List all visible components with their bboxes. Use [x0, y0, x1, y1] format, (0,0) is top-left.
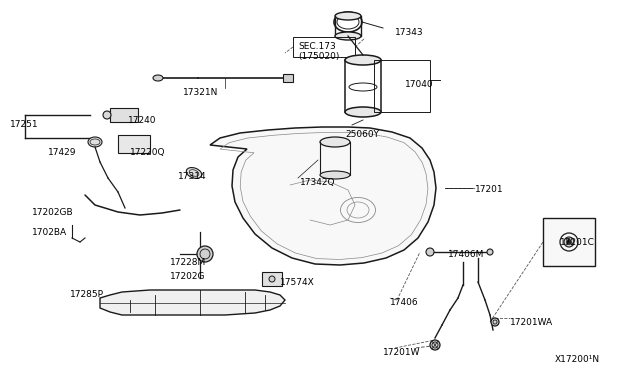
Text: 17202G: 17202G: [170, 272, 205, 281]
Ellipse shape: [88, 137, 102, 147]
Ellipse shape: [153, 75, 163, 81]
Text: 17314: 17314: [178, 172, 207, 181]
Text: 17285P: 17285P: [70, 290, 104, 299]
Bar: [283, 74, 293, 82]
Ellipse shape: [320, 171, 350, 179]
Ellipse shape: [197, 246, 213, 262]
Polygon shape: [210, 127, 436, 265]
Ellipse shape: [430, 340, 440, 350]
Ellipse shape: [320, 137, 350, 147]
Ellipse shape: [487, 249, 493, 255]
Ellipse shape: [491, 318, 499, 326]
Ellipse shape: [345, 107, 381, 117]
Text: 17406: 17406: [390, 298, 419, 307]
Polygon shape: [100, 290, 285, 315]
Text: 17240: 17240: [128, 116, 157, 125]
Bar: [543, 218, 595, 266]
Ellipse shape: [103, 111, 111, 119]
Text: 17228M: 17228M: [170, 258, 206, 267]
Text: SEC.173: SEC.173: [298, 42, 336, 51]
Text: 17201WA: 17201WA: [510, 318, 553, 327]
Ellipse shape: [335, 32, 361, 40]
Ellipse shape: [426, 248, 434, 256]
Ellipse shape: [564, 237, 574, 247]
Ellipse shape: [269, 276, 275, 282]
Bar: [110, 108, 138, 122]
Text: 17406M: 17406M: [448, 250, 484, 259]
Text: 17201C: 17201C: [560, 238, 595, 247]
Text: 17251: 17251: [10, 120, 38, 129]
Text: 17343: 17343: [395, 28, 424, 37]
Bar: [118, 135, 150, 153]
Bar: [374, 60, 430, 112]
Text: 25060Y: 25060Y: [345, 130, 379, 139]
Text: 17321N: 17321N: [183, 88, 218, 97]
Text: 17201: 17201: [475, 185, 504, 194]
Text: 1702BA: 1702BA: [32, 228, 67, 237]
Text: 17040: 17040: [405, 80, 434, 89]
Ellipse shape: [335, 12, 361, 20]
Text: 17342Q: 17342Q: [300, 178, 335, 187]
Ellipse shape: [186, 167, 202, 179]
Text: 17202GB: 17202GB: [32, 208, 74, 217]
Bar: [262, 272, 282, 286]
Text: 17574X: 17574X: [280, 278, 315, 287]
Text: 17220Q: 17220Q: [130, 148, 166, 157]
Ellipse shape: [345, 55, 381, 65]
Text: X17200¹N: X17200¹N: [555, 355, 600, 364]
Text: 17201W: 17201W: [383, 348, 420, 357]
Ellipse shape: [566, 240, 572, 244]
Bar: [293, 37, 355, 57]
Text: (175020): (175020): [298, 52, 339, 61]
Text: 17429: 17429: [48, 148, 77, 157]
